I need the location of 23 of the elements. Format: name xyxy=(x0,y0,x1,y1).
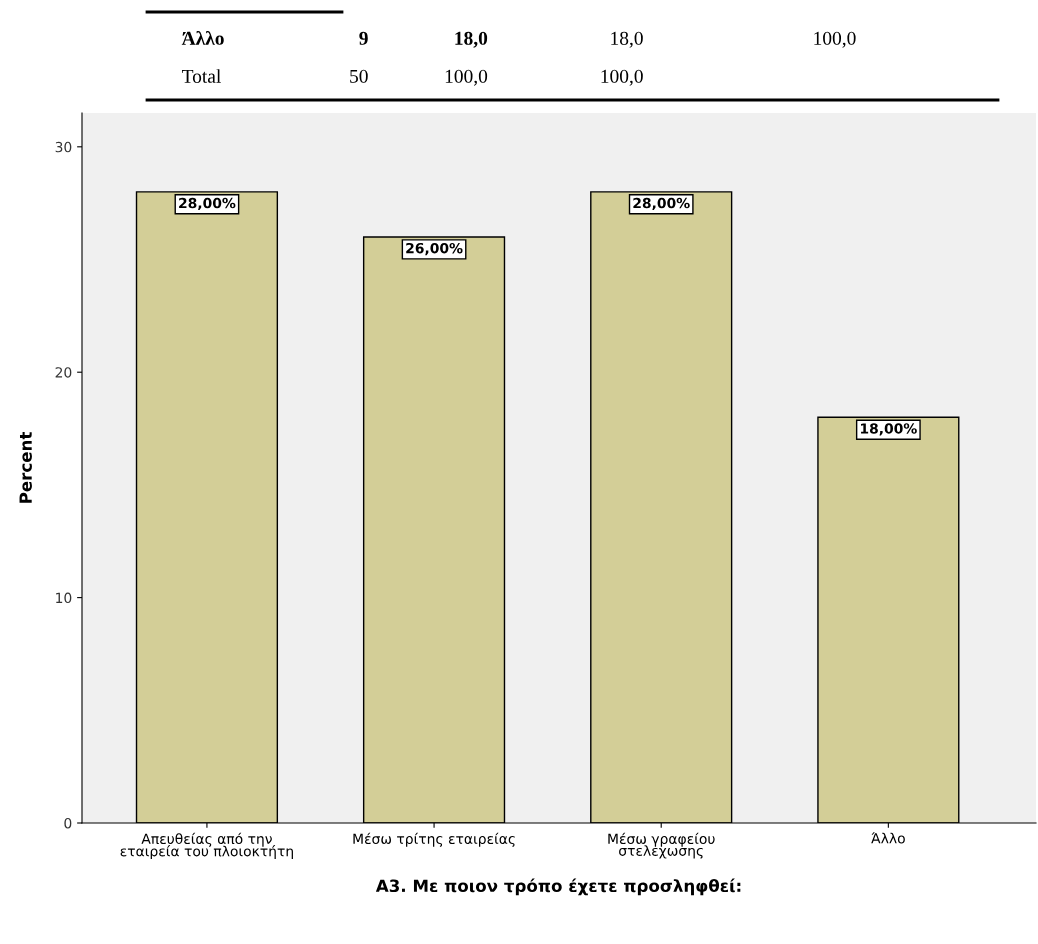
data-label: 18,00% xyxy=(861,423,917,436)
text: 100,0 xyxy=(601,69,643,86)
x-tick-label: Μέσω τρίτης εταιρείας xyxy=(353,832,515,847)
text: Άλλο xyxy=(181,30,224,45)
x-axis-title: A3. Με ποιον τρόπο έχετε προσληφθεί: xyxy=(375,878,741,896)
data-label: 28,00% xyxy=(633,197,690,211)
x-tick-label: Απευθείας από την εταιρεία του πλοιοκτήτη xyxy=(120,832,293,860)
text: 18,0 xyxy=(455,31,488,48)
text: 100,0 xyxy=(445,69,488,86)
text: 100,0 xyxy=(814,31,856,48)
x-tick-label: Μέσω γραφείου στελεχωσης xyxy=(608,832,715,859)
text: 50 xyxy=(350,69,368,83)
text: 18,0 xyxy=(611,31,643,48)
y-tick-label: 10 xyxy=(56,592,72,604)
y-tick-label: 0 xyxy=(64,817,72,829)
y-tick-label: 20 xyxy=(55,367,72,378)
text: 9 xyxy=(359,31,368,45)
text: Total xyxy=(182,69,221,83)
data-label: 26,00% xyxy=(406,242,463,256)
y-axis-title: Percent xyxy=(19,432,32,503)
y-tick-label: 30 xyxy=(55,141,72,153)
data-label: 28,00% xyxy=(179,197,236,211)
x-tick-label: Άλλο xyxy=(871,832,905,844)
